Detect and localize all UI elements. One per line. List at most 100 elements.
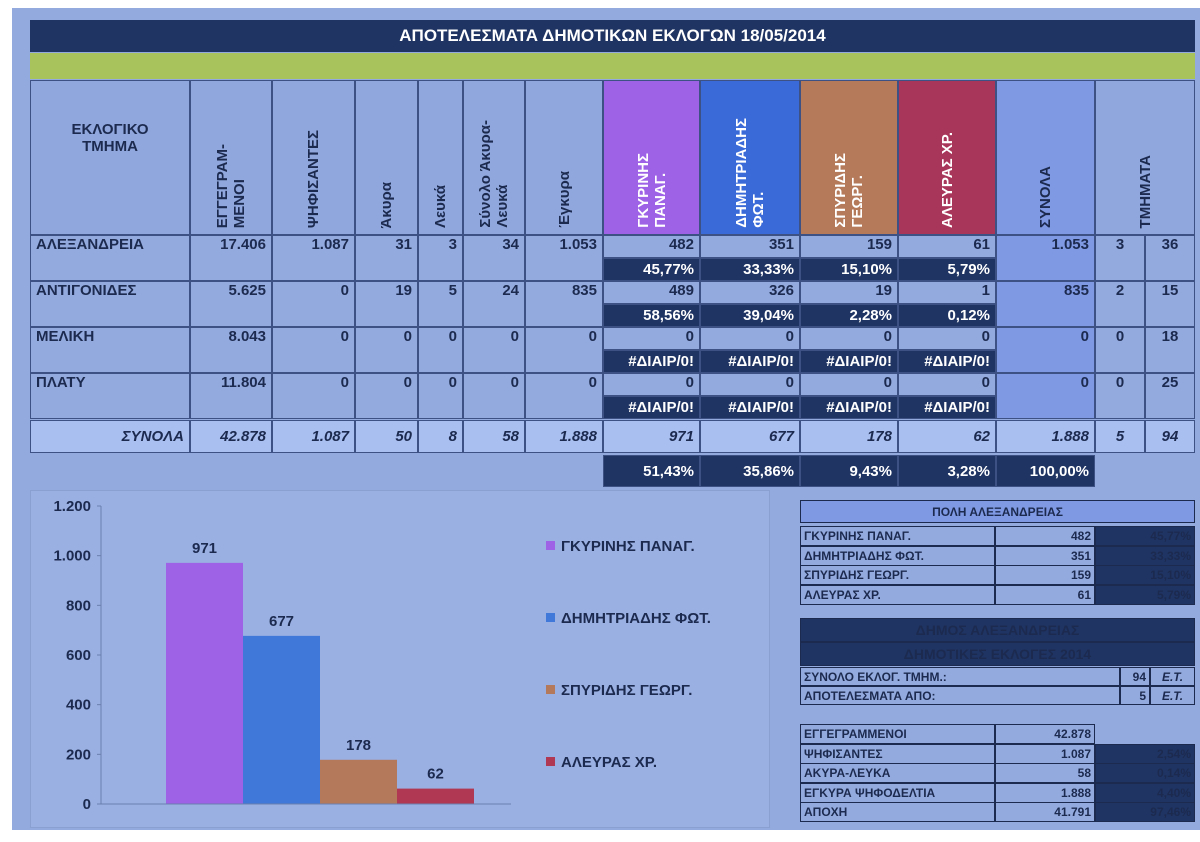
panel-value: 42.878 xyxy=(995,724,1095,744)
cell: 5 xyxy=(418,281,463,327)
title-bar: ΑΠΟΤΕΛΕΣΜΑΤΑ ΔΗΜΟΤΙΚΩΝ ΕΚΛΟΓΩΝ 18/05/201… xyxy=(30,20,1195,52)
panel-percent: 97,46% xyxy=(1095,802,1195,822)
cell: 1.888 xyxy=(525,420,603,453)
header-text: ΤΜΗΜΑΤΑ xyxy=(1136,154,1154,228)
panel-percent: 45,77% xyxy=(1095,526,1195,546)
cell: 0 xyxy=(463,327,525,373)
cell: 1.053 xyxy=(525,235,603,281)
header-text: ΔΗΜΗΤΡΙΑΔΗΣ ΦΩΤ. xyxy=(733,118,767,228)
cell: 489 xyxy=(603,281,700,304)
panel-value: 482 xyxy=(995,526,1095,546)
cell: 3 xyxy=(1095,235,1145,281)
cell: 58 xyxy=(463,420,525,453)
column-header: ΨΗΦΙΣΑΝΤΕΣ xyxy=(272,80,355,235)
cell: 5 xyxy=(1095,420,1145,453)
cell: 0 xyxy=(418,373,463,419)
row-name: ΜΕΛΙΚΗ xyxy=(30,327,190,373)
cell: 94 xyxy=(1145,420,1195,453)
cell: 50 xyxy=(355,420,418,453)
y-tick-label: 800 xyxy=(66,597,91,614)
cell: 0 xyxy=(898,373,996,396)
cell: 677 xyxy=(700,420,800,453)
cell: 24 xyxy=(463,281,525,327)
cell: 0 xyxy=(272,281,355,327)
cell: 1.053 xyxy=(996,235,1095,281)
column-header: ΣΥΝΟΛΑ xyxy=(996,80,1095,235)
bar xyxy=(320,759,397,804)
y-tick-label: 400 xyxy=(66,697,91,714)
cell: 0 xyxy=(418,327,463,373)
panel-percent: 33,33% xyxy=(1095,545,1195,566)
panel-name: ΔΗΜΗΤΡΙΑΔΗΣ ΦΩΤ. xyxy=(800,545,995,566)
cell: 159 xyxy=(800,235,898,258)
header-text: Άκυρα xyxy=(378,181,395,228)
cell: 8.043 xyxy=(190,327,272,373)
panel-value: 1.888 xyxy=(995,782,1095,803)
column-header: ΕΓΓΕΓΡΑΜ- ΜΕΝΟΙ xyxy=(190,80,272,235)
cell: 36 xyxy=(1145,235,1195,281)
cell: 8 xyxy=(418,420,463,453)
header-text: ΕΚΛΟΓΙΚΟ ΤΜΗΜΑ xyxy=(71,120,149,155)
percent-cell: #ΔΙΑΙΡ/0! xyxy=(603,350,700,373)
cell: 0 xyxy=(463,373,525,419)
panel-name: ΨΗΦΙΣΑΝΤΕΣ xyxy=(800,743,995,764)
percent-cell: #ΔΙΑΙΡ/0! xyxy=(898,350,996,373)
cell: 18 xyxy=(1145,327,1195,373)
bar xyxy=(397,788,474,804)
cell: 0 xyxy=(355,373,418,419)
panel-percent: 2,54% xyxy=(1095,743,1195,764)
cell: 0 xyxy=(525,327,603,373)
data-label: 971 xyxy=(192,540,217,557)
column-header: Σύνολο Άκυρα- Λευκά xyxy=(463,80,525,235)
cell: 17.406 xyxy=(190,235,272,281)
percent-cell: 5,79% xyxy=(898,258,996,281)
column-header: ΑΛΕΥΡΑΣ ΧΡ. xyxy=(898,80,996,235)
cell: 482 xyxy=(603,235,700,258)
panel-name: ΓΚΥΡΙΝΗΣ ΠΑΝΑΓ. xyxy=(800,526,995,546)
percent-cell: 58,56% xyxy=(603,304,700,327)
cell: 11.804 xyxy=(190,373,272,419)
cell: 25 xyxy=(1145,373,1195,419)
panel-name: ΑΛΕΥΡΑΣ ΧΡ. xyxy=(800,584,995,605)
column-header: Έγκυρα xyxy=(525,80,603,235)
header-text: Λευκά xyxy=(432,185,449,228)
column-header: Άκυρα xyxy=(355,80,418,235)
legend-label: ΔΗΜΗΤΡΙΑΔΗΣ ΦΩΤ. xyxy=(561,610,711,627)
panel-name: ΣΠΥΡΙΔΗΣ ΓΕΩΡΓ. xyxy=(800,565,995,585)
total-percent: 35,86% xyxy=(700,455,800,487)
percent-cell: #ΔΙΑΙΡ/0! xyxy=(800,396,898,419)
green-band xyxy=(30,53,1195,79)
percent-cell: #ΔΙΑΙΡ/0! xyxy=(603,396,700,419)
cell: 0 xyxy=(898,327,996,350)
percent-cell: #ΔΙΑΙΡ/0! xyxy=(700,350,800,373)
cell: 1.888 xyxy=(996,420,1095,453)
cell: 62 xyxy=(898,420,996,453)
cell: 0 xyxy=(272,373,355,419)
panel-percent: 0,14% xyxy=(1095,763,1195,783)
panel-name: ΕΓΓΕΓΡΑΜΜΕΝΟΙ xyxy=(800,724,995,744)
legend-label: ΓΚΥΡΙΝΗΣ ΠΑΝΑΓ. xyxy=(561,538,695,555)
panel-value: 58 xyxy=(995,763,1095,783)
panel-value: 1.087 xyxy=(995,743,1095,764)
header-text: Σύνολο Άκυρα- Λευκά xyxy=(477,120,511,228)
percent-cell: #ΔΙΑΙΡ/0! xyxy=(800,350,898,373)
cell: 2 xyxy=(1095,281,1145,327)
panel-percent: 5,79% xyxy=(1095,584,1195,605)
y-tick-label: 200 xyxy=(66,746,91,763)
panel-percent: 4,40% xyxy=(1095,782,1195,803)
panel-name: ΑΚΥΡΑ-ΛΕΥΚΑ xyxy=(800,763,995,783)
cell: 0 xyxy=(700,327,800,350)
header-text: ΣΥΝΟΛΑ xyxy=(1037,166,1054,228)
row-name: ΑΛΕΞΑΝΔΡΕΙΑ xyxy=(30,235,190,281)
bar xyxy=(166,562,243,804)
panel-title: ΔΗΜΟΤΙΚΕΣ ΕΚΛΟΓΕΣ 2014 xyxy=(800,642,1195,666)
panel-name: ΑΠΟΤΕΛΕΣΜΑΤΑ ΑΠΟ: xyxy=(800,686,1120,705)
legend-swatch xyxy=(546,541,555,550)
data-label: 62 xyxy=(427,766,444,783)
cell: 0 xyxy=(603,327,700,350)
cell: 835 xyxy=(525,281,603,327)
percent-cell: 15,10% xyxy=(800,258,898,281)
panel-percent: 15,10% xyxy=(1095,565,1195,585)
panel-title: ΔΗΜΟΣ ΑΛΕΞΑΝΔΡΕΙΑΣ xyxy=(800,618,1195,642)
cell: 0 xyxy=(700,373,800,396)
